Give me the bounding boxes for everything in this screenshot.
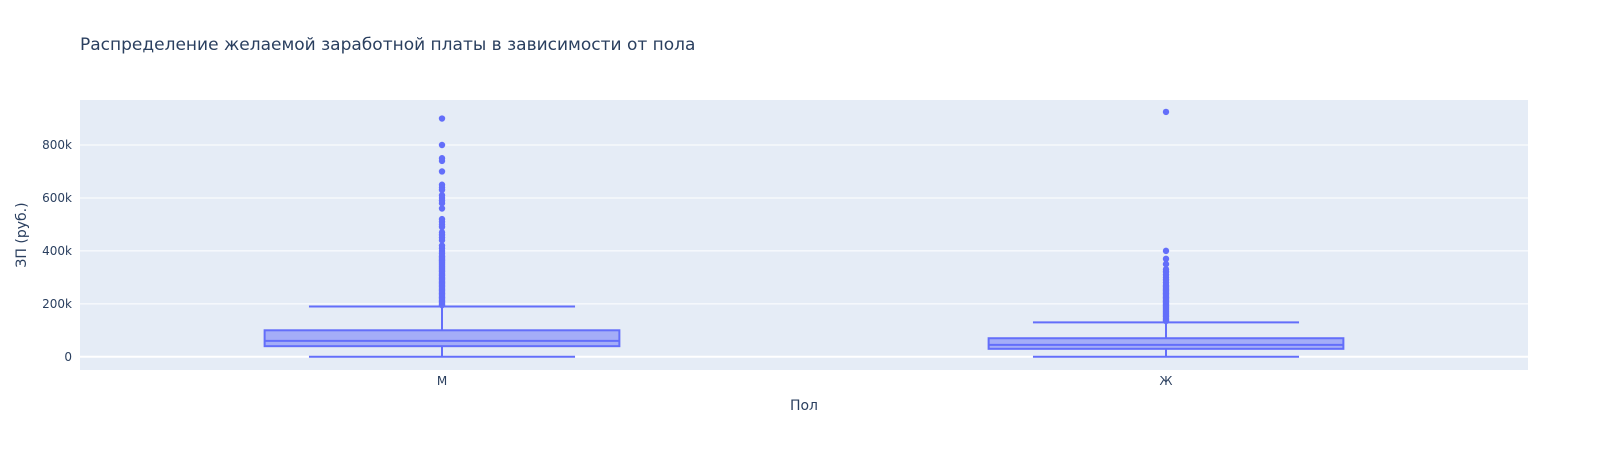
y-tick-label: 0 — [64, 350, 72, 364]
x-tick-label: Ж — [1160, 374, 1173, 388]
y-tick-labels: 0 200k 400k 600k 800k — [42, 138, 72, 364]
outlier-point — [439, 168, 445, 174]
outlier-point — [1163, 256, 1169, 262]
iqr-box — [989, 338, 1344, 349]
y-tick-label: 800k — [42, 138, 72, 152]
outlier-point — [1163, 248, 1169, 254]
outlier-point — [439, 115, 445, 121]
x-tick-label: М — [437, 374, 447, 388]
chart-title: Распределение желаемой заработной платы … — [80, 35, 695, 55]
outlier-point — [439, 182, 445, 188]
y-tick-label: 600k — [42, 191, 72, 205]
outlier-point — [439, 142, 445, 148]
outlier-point — [439, 155, 445, 161]
y-tick-label: 200k — [42, 297, 72, 311]
outlier-point — [439, 216, 445, 222]
iqr-box — [265, 330, 620, 346]
y-axis-title: ЗП (руб.) — [14, 202, 30, 267]
x-axis-title: Пол — [790, 398, 818, 414]
y-tick-label: 400k — [42, 244, 72, 258]
outlier-point — [1163, 109, 1169, 115]
